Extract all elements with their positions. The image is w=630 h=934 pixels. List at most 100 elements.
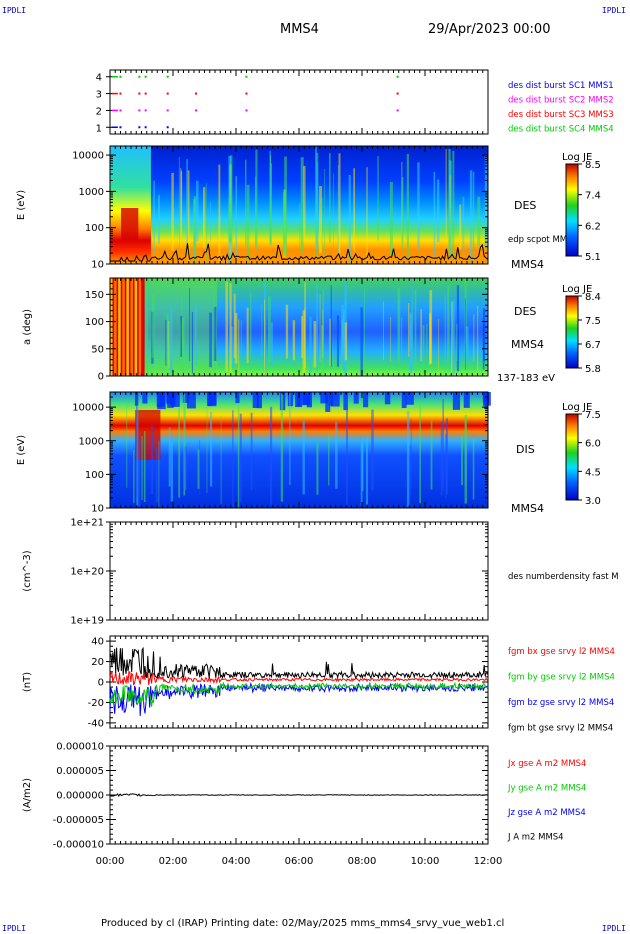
time-axis-tick-label: 12:00 [474, 856, 503, 867]
current-y-axis-label: (A/m2) [22, 778, 33, 812]
spectrogram-streak [319, 294, 321, 363]
des-energy-y-tick-label: 1000 [79, 187, 104, 198]
burst-legend-entry: des dist burst SC2 MMS2 [508, 96, 614, 106]
burst-mark [144, 92, 147, 95]
spectrogram-streak [186, 159, 188, 255]
spectrogram-streak [232, 410, 234, 507]
burst-mark [166, 109, 169, 112]
spectrogram-streak [239, 413, 242, 502]
spectrogram-streak [153, 180, 155, 254]
spectrogram-streak [196, 180, 199, 242]
burst-mark [144, 109, 147, 112]
spectrogram-streak [484, 155, 488, 249]
spectrogram-streak [364, 288, 365, 374]
spectrogram-streak [456, 285, 460, 372]
spectrogram-streak [342, 309, 346, 373]
dis-energy-colorbar-title: Log JE [562, 402, 592, 413]
footer-credits: Produced by cl (IRAP) Printing date: 02/… [101, 918, 505, 929]
dis-energy-spectrogram [110, 392, 488, 508]
density-y-tick-label: 1e+20 [70, 567, 104, 578]
des-energy-colorbar-tick-label: 8.5 [585, 160, 601, 171]
spectrogram-streak [346, 398, 348, 505]
spectrogram-streak [235, 176, 238, 257]
spectrogram-streak [182, 318, 185, 374]
spectrogram-streak [430, 420, 433, 490]
density-y-tick-label: 1e+21 [70, 518, 104, 529]
burst-mark [144, 75, 147, 78]
spectrogram-streak [430, 315, 432, 365]
dis-energy-top-gap [405, 392, 414, 405]
spectrogram-streak [141, 435, 143, 501]
des-scpot-label: edp scpot MMS4 [508, 235, 578, 245]
spectrogram-streak [408, 302, 410, 357]
spectrogram-streak [324, 168, 326, 260]
burst-mark [144, 126, 147, 129]
burst-legend-entry: des dist burst SC1 MMS1 [508, 81, 614, 91]
burst-mark [396, 109, 399, 112]
spectrogram-streak [151, 425, 154, 495]
current-y-tick-label: -0.000010 [53, 840, 104, 851]
des-energy-y-axis-label: E (eV) [16, 190, 27, 220]
spectrogram-streak [246, 184, 250, 263]
spectrogram-streak [338, 153, 341, 255]
spectrogram-streak [171, 172, 174, 251]
spectrogram-streak [218, 164, 221, 264]
spectrogram-streak [170, 441, 173, 502]
spectrogram-streak [447, 284, 450, 362]
fgm-series-line [109, 671, 489, 686]
spectrogram-streak [451, 301, 453, 376]
spectrogram-streak [299, 203, 301, 251]
des-energy-instrument-label: DES [514, 199, 536, 212]
burst-mark [138, 109, 141, 112]
spectrogram-streak [261, 303, 263, 357]
spectrogram-streak [284, 156, 287, 256]
spectrogram-streak [420, 309, 422, 362]
fgm-series-line [109, 681, 489, 707]
dis-energy-colorbar-tick-label: 6.0 [585, 439, 601, 450]
des-energy-colorbar-title: Log JE [562, 152, 592, 163]
spectrogram-streak [282, 192, 286, 253]
dis-energy-top-gap [325, 392, 331, 412]
spectrogram-streak [195, 304, 197, 366]
dis-energy-top-gap [142, 392, 148, 404]
dis-energy-top-gap [256, 392, 262, 409]
spectrogram-streak [390, 316, 391, 362]
spectrogram-streak [234, 312, 238, 364]
spectrogram-streak [335, 421, 338, 489]
spectrogram-streak [419, 400, 422, 504]
spectrogram-streak [199, 439, 201, 494]
dis-energy-colorbar-tick-label: 3.0 [585, 496, 601, 507]
des-pitch-streak [114, 278, 117, 376]
burst-mark [119, 75, 122, 78]
spectrogram-streak [206, 406, 208, 493]
spectrogram-streak [412, 279, 414, 372]
burst-y-tick-label: 4 [96, 73, 102, 84]
spectrogram-streak [300, 157, 304, 255]
spectrogram-streak [269, 203, 271, 245]
fgm-y-tick-label: 20 [91, 657, 104, 668]
fgm-y-axis-label: (nT) [22, 672, 33, 692]
current-legend-entry: J A m2 MMS4 [507, 833, 564, 843]
des-pitch-streak [138, 278, 142, 376]
spectrogram-streak [244, 159, 247, 247]
des-pitch-y-tick-label: 50 [91, 344, 104, 355]
spectrogram-streak [301, 316, 304, 358]
corner-label-bottom-right: IPDLI [601, 924, 626, 933]
burst-mark [245, 92, 248, 95]
spectrogram-streak [151, 294, 155, 358]
spectrogram-streak [411, 296, 413, 361]
current-y-tick-label: 0.000000 [56, 791, 104, 802]
spectrogram-streak [229, 283, 232, 376]
des-energy-y-tick-label: 100 [85, 223, 104, 234]
spectrogram-streak [451, 300, 455, 376]
burst-mark [245, 75, 248, 78]
spectrogram-streak [193, 196, 197, 264]
spectrogram-streak [316, 152, 319, 259]
spectrogram-streak [353, 168, 356, 252]
spectrogram-streak [187, 170, 190, 264]
dis-energy-top-gap [343, 392, 348, 411]
spectrogram-streak [168, 427, 171, 487]
dis-energy-top-gap [463, 392, 470, 408]
spectrogram-streak [158, 195, 160, 245]
burst-mark [138, 126, 141, 129]
